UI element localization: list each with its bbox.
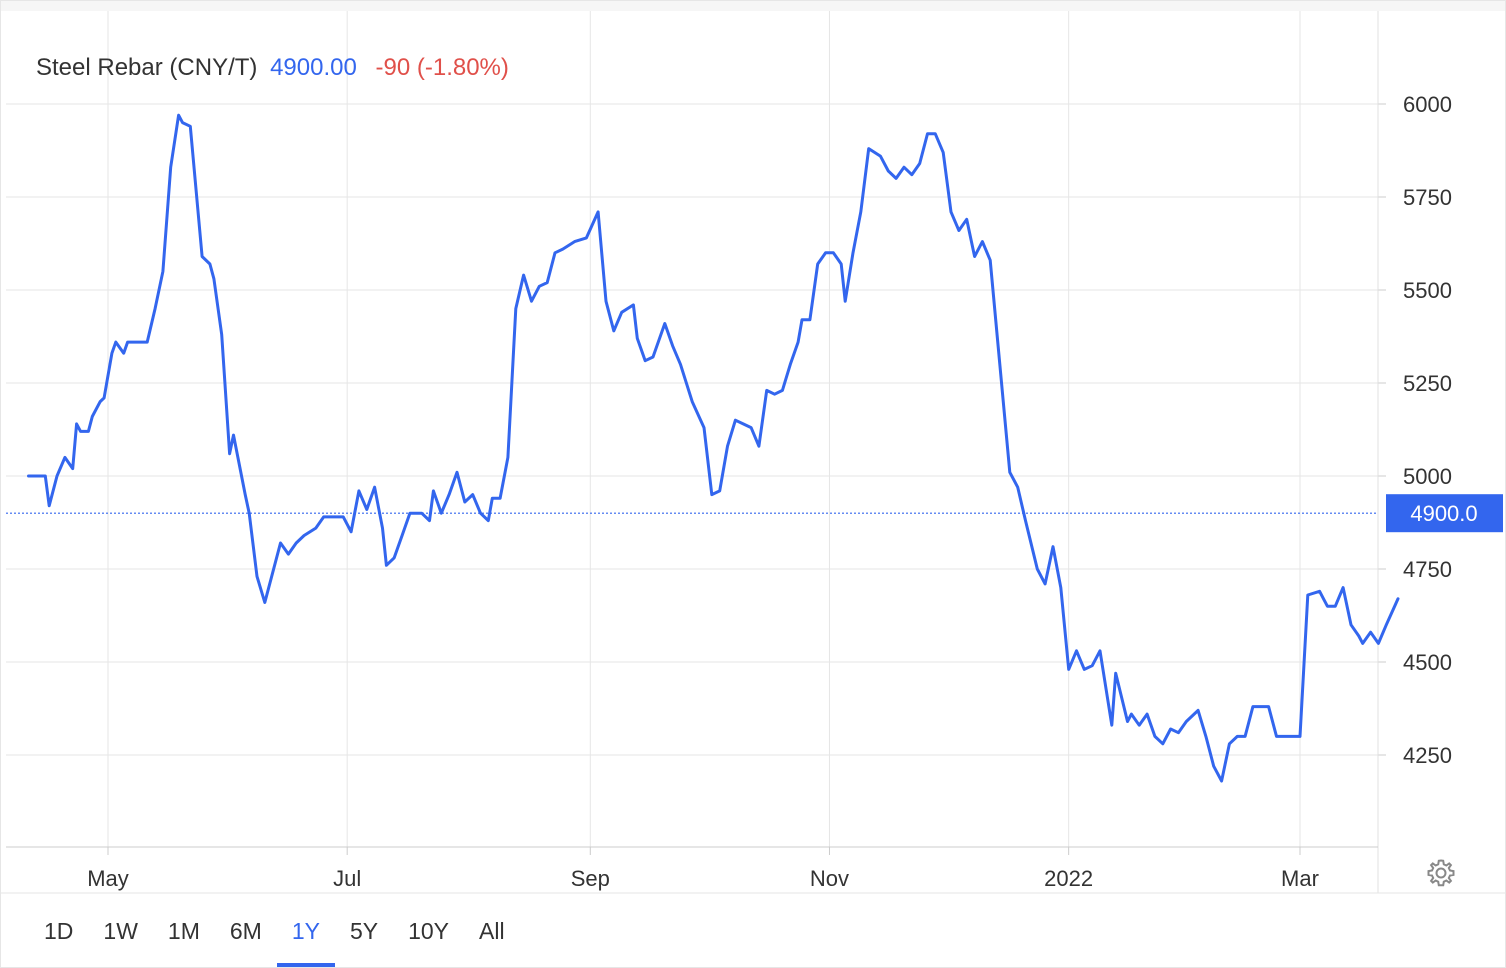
chart-legend: Steel Rebar (CNY/T) 4900.00 -90 (-1.80%) [36,54,509,82]
instrument-name: Steel Rebar (CNY/T) [36,54,258,81]
range-button-5y[interactable]: 5Y [349,918,379,944]
price-change: -90 (-1.80%) [376,54,509,81]
price-tag-bg [1386,494,1503,533]
range-button-1m[interactable]: 1M [167,918,200,944]
change-percent: (-1.80%) [416,54,509,81]
y-tick-label: 5750 [1403,185,1452,210]
settings-button[interactable] [1425,857,1457,889]
range-selector: 1D 1W 1M 6M 1Y 5Y 10Y All [29,899,520,967]
top-strip [1,1,1505,11]
change-value: -90 [375,54,411,81]
y-tick-label: 4500 [1403,650,1452,675]
price-chart[interactable]: 6000 5750 5500 5250 5000 4750 4500 4250 May Jul Se… [1,1,1505,901]
range-button-1y[interactable]: 1Y [276,899,336,967]
range-button-10y[interactable]: 10Y [408,918,450,944]
y-tick-label: 4250 [1403,743,1452,768]
range-button-6m[interactable]: 6M [229,918,262,944]
x-tick-label: Sep [571,866,610,891]
y-tick-label: 6000 [1403,92,1452,117]
x-tick-label: Mar [1281,866,1319,891]
range-button-1d[interactable]: 1D [44,918,74,944]
x-tick-label: Jul [333,866,361,891]
y-tick-label: 5000 [1403,464,1452,489]
range-button-1w[interactable]: 1W [103,918,138,944]
x-tick-label: May [87,866,129,891]
y-tick-label: 5500 [1403,278,1452,303]
price-tag-label: 4900.0 [1410,501,1477,526]
gear-icon [1427,859,1455,887]
y-tick-label: 4750 [1403,557,1452,582]
current-price: 4900.00 [270,54,357,81]
range-button-all[interactable]: All [479,918,505,944]
x-tick-label: 2022 [1044,866,1093,891]
x-tick-label: Nov [810,866,849,891]
series-line[interactable] [27,113,1400,783]
y-tick-label: 5250 [1403,371,1452,396]
